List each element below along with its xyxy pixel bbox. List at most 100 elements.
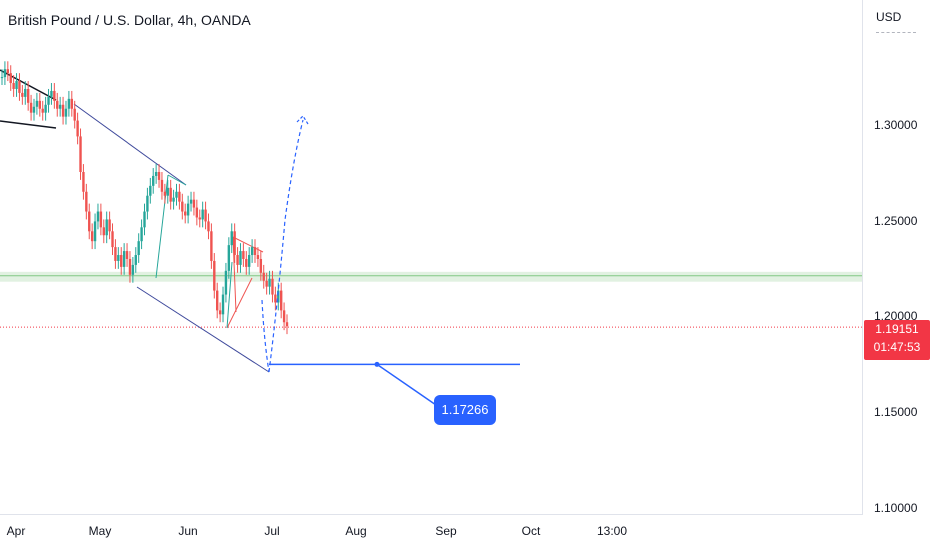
candle-body [56,100,59,109]
candle-body [245,258,248,267]
candle-body [117,255,120,261]
candle-body [282,310,286,323]
candle-body [285,322,289,327]
candle-body [137,241,140,256]
candle-body [122,251,126,267]
candle-body [114,247,117,261]
candle-body [274,294,277,303]
y-tick: 1.20000 [874,309,918,323]
candle-body [85,191,88,212]
candle-body [210,231,213,261]
candle-body [73,108,76,121]
candle-body [44,104,47,113]
projection-up-path [268,119,304,373]
candle-body [12,83,15,89]
candle-body [53,90,56,101]
x-tick: Oct [521,524,541,538]
current-price: 1.19151 [875,322,919,336]
candle-body [166,187,169,196]
candle-body [250,247,254,256]
candle-body [253,247,257,256]
candle-body [154,171,158,176]
candle-body [184,211,187,216]
currency-label[interactable]: USD [876,10,902,24]
candle-body [146,195,149,212]
candle-body [265,280,268,287]
x-tick: Aug [345,524,367,538]
candle-body [152,175,155,186]
candle-body [32,106,36,113]
candle-body [227,245,231,271]
candle-body [247,255,251,267]
candle-body [271,278,274,295]
x-tick: Jul [264,524,280,538]
candle-body [262,272,265,281]
candle-body [230,231,233,246]
candle-body [186,203,190,216]
axis-dash [876,32,916,33]
candle-body [149,185,152,196]
x-tick: 13:00 [596,524,628,538]
candle-body [128,258,132,275]
y-tick: 1.10000 [874,501,918,515]
candle-body [93,221,97,242]
candle-body [105,219,108,236]
x-tick: Sep [435,524,457,538]
candle-body [99,211,103,228]
candle-body [70,98,73,109]
candle-body [0,77,4,79]
candle-body [35,100,39,107]
candle-body [90,231,94,242]
candle-body [18,81,21,93]
chart-title: British Pound / U.S. Dollar, 4h, OANDA [8,12,251,28]
bar-countdown: 01:47:53 [873,340,921,354]
y-tick: 1.25000 [874,214,918,228]
x-tick: Apr [6,524,26,538]
candle-body [207,221,210,232]
candle-body [195,207,199,218]
y-tick: 1.15000 [874,405,918,419]
support-zone-band [0,271,862,282]
candle-body [157,171,161,180]
projection-down-path [261,299,270,373]
candle-body [50,90,53,97]
candle-body [82,171,85,192]
candle-body [143,211,146,228]
candle-body [259,258,263,273]
candle-body [29,102,33,113]
candle-body [181,201,184,212]
candle-body [160,179,164,192]
candle-body [67,98,71,109]
projection-arrowhead [296,115,309,125]
candle-body [236,255,239,265]
target-price-label[interactable]: 1.17266 [434,395,496,425]
candle-body [108,219,111,232]
candle-body [24,88,27,97]
candle-body [239,251,242,265]
flag-diagonal-line [226,277,253,329]
candle-body [140,227,143,242]
candle-body [102,227,105,236]
candle-body [218,310,222,315]
candle-body [125,251,129,259]
candle-body [192,199,196,208]
candle-body [189,199,193,204]
candle-body [201,209,204,220]
x-tick: May [88,524,112,538]
candle-body [233,231,236,256]
candle-body [256,255,260,259]
support-zone [0,271,862,328]
candle-body [131,264,135,275]
candle-body [26,88,30,103]
flag-leg-line [226,261,233,329]
candle-body [120,255,123,267]
candle-body [221,294,225,315]
candle-body [175,191,178,198]
projections [261,115,520,406]
candle-body [169,187,172,202]
y-tick: 1.30000 [874,118,918,132]
candle-body [61,104,65,117]
price-axis-separator [862,0,863,515]
candle-body [224,270,228,295]
